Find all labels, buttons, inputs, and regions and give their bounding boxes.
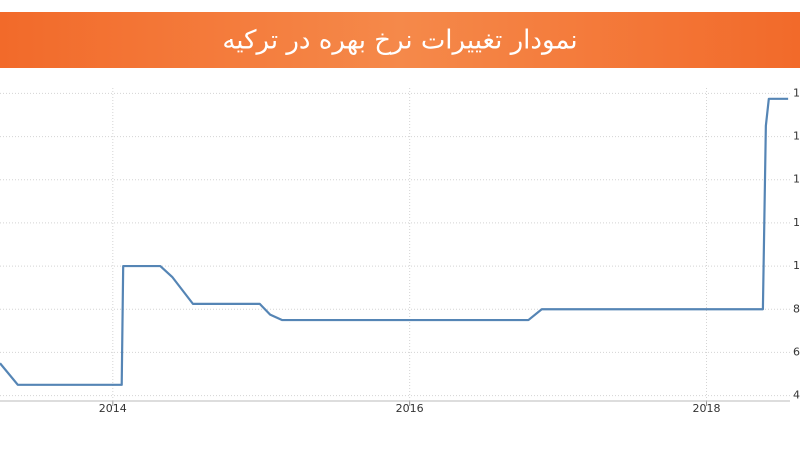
x-tick-label: 2018 [692,402,720,415]
x-tick-label: 2016 [396,402,424,415]
title-banner [0,12,800,68]
y-tick-label: 1 [793,259,800,272]
y-tick-label: 6 [793,345,800,358]
y-tick-label: 1 [793,173,800,186]
y-tick-label: 1 [793,86,800,99]
y-tick-label: 1 [793,130,800,143]
y-tick-label: 1 [793,216,800,229]
y-tick-label: 8 [793,302,800,315]
line-series [0,97,789,386]
x-tick-label: 2014 [99,402,127,415]
y-tick-label: 4 [793,389,800,402]
chart-title: نمودار تغییرات نرخ بهره در ترکیه [222,26,577,56]
